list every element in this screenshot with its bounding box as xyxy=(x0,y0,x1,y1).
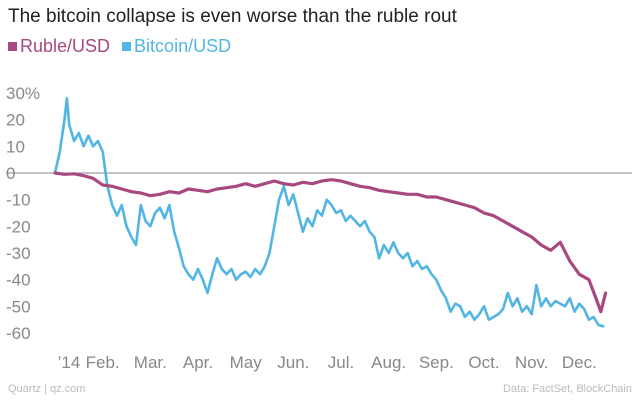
x-tick-label: May xyxy=(230,353,263,372)
x-tick-label: Dec. xyxy=(562,353,597,372)
y-tick-label: -50 xyxy=(6,297,31,316)
x-tick-label: Apr. xyxy=(183,353,213,372)
y-tick-label: 10 xyxy=(6,137,25,156)
legend-swatch-ruble xyxy=(8,42,17,51)
x-tick-label: Sep. xyxy=(419,353,454,372)
x-tick-label: Oct. xyxy=(468,353,499,372)
y-tick-label: -60 xyxy=(6,324,31,343)
chart-title: The bitcoin collapse is even worse than … xyxy=(8,6,457,27)
chart-legend: Ruble/USD Bitcoin/USD xyxy=(8,36,231,57)
legend-item-ruble: Ruble/USD xyxy=(8,36,110,57)
x-tick-label: Nov. xyxy=(515,353,549,372)
legend-item-bitcoin: Bitcoin/USD xyxy=(122,36,231,57)
series-line-ruble xyxy=(53,171,608,314)
x-axis-ticks: ’14 Feb. Mar. Apr. May Jun. Jul. Aug. Sep. Oct. No… xyxy=(58,353,597,372)
y-tick-label: -30 xyxy=(6,244,31,263)
footer-source-left: Quartz | qz.com xyxy=(8,383,86,395)
footer-source-right: Data: FactSet, BlockChain xyxy=(502,383,632,395)
x-tick-label: ’14 xyxy=(58,353,81,372)
legend-swatch-bitcoin xyxy=(122,42,132,51)
x-tick-label: Mar. xyxy=(134,353,167,372)
legend-label-ruble: Ruble/USD xyxy=(20,36,111,56)
y-tick-label: -10 xyxy=(6,191,31,210)
legend-label-bitcoin: Bitcoin/USD xyxy=(134,36,232,56)
y-tick-label: -40 xyxy=(6,271,31,290)
series-line-bitcoin xyxy=(53,97,605,328)
series-lines xyxy=(53,97,608,328)
y-tick-label: 30% xyxy=(6,84,40,103)
x-tick-label: Jun. xyxy=(277,353,309,372)
y-tick-label: 20 xyxy=(6,111,25,130)
y-tick-label: -20 xyxy=(6,217,31,236)
x-tick-label: Feb. xyxy=(86,353,120,372)
x-tick-label: Aug. xyxy=(371,353,406,372)
x-tick-label: Jul. xyxy=(328,353,354,372)
